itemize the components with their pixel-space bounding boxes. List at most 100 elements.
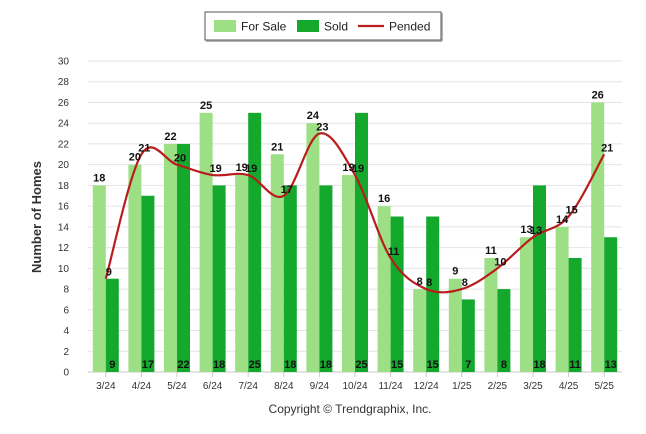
y-tick-label: 4 [63,326,69,337]
legend-label: Pended [389,20,430,34]
x-tick-label: 4/25 [559,381,579,392]
pended-value-label: 13 [530,225,542,237]
sold-value-label: 7 [465,359,471,371]
x-tick-label: 5/24 [167,381,187,392]
for-sale-bar [448,278,462,372]
y-tick-label: 24 [58,119,70,130]
pended-value-label: 11 [388,246,400,258]
x-tick-label: 2/25 [488,381,508,392]
x-tick-label: 5/25 [594,381,614,392]
for-sale-value-label: 20 [129,152,141,164]
sold-bar [568,257,582,372]
sold-bar [390,216,404,372]
legend: For Sale Sold Pended [204,11,443,42]
y-tick-label: 14 [58,222,70,233]
pended-series-line [104,132,606,294]
y-tick-label: 22 [58,139,70,150]
for-sale-value-label: 25 [200,100,212,112]
y-tick-label: 12 [58,243,70,254]
y-tick-label: 10 [58,264,70,275]
for-sale-bar [235,175,249,372]
for-sale-bar [484,257,498,372]
pended-value-label: 19 [245,163,257,175]
pended-value-label: 19 [209,163,221,175]
y-tick-label: 8 [63,285,69,296]
for-sale-value-label: 22 [164,131,176,143]
y-tick-label: 26 [58,98,70,109]
y-tick-label: 6 [63,305,69,316]
pended-value-label: 20 [174,153,186,165]
x-tick-label: 10/24 [342,381,367,392]
x-tick-label: 4/24 [132,381,152,392]
sold-value-label: 18 [284,359,296,371]
sold-value-label: 25 [249,359,261,371]
x-tick-label: 8/24 [274,381,294,392]
sold-bar [461,299,475,372]
sold-bar [604,237,618,372]
sold-bar [177,143,190,372]
y-tick-label: 28 [58,77,70,88]
for-sale-value-label: 24 [307,110,320,122]
pended-value-label: 8 [462,277,468,289]
for-sale-value-label: 19 [342,162,354,174]
for-sale-value-label: 21 [271,141,283,153]
for-sale-bar [377,206,391,372]
sold-bar [212,185,226,372]
sold-value-label: 22 [177,359,189,371]
legend-swatch-sold [297,20,319,32]
sold-value-label: 8 [501,359,507,371]
copyright-text: Copyright © Trendgraphix, Inc. [269,402,432,416]
x-tick-label: 6/24 [203,381,223,392]
y-tick-label: 16 [58,202,70,213]
for-sale-bar [413,289,427,372]
for-sale-value-label: 18 [93,172,105,184]
sold-value-label: 15 [427,359,439,371]
y-tick-label: 2 [63,347,69,358]
x-tick-label: 3/24 [96,381,116,392]
legend-label: For Sale [241,20,287,34]
x-axis: 3/24 4/24 5/24 6/24 7/24 8/24 9/24 10/24 11/24 12… [96,372,614,392]
for-sale-bar [342,175,355,372]
x-tick-label: 9/24 [310,381,330,392]
bars [92,102,618,372]
y-tick-label: 18 [58,181,70,192]
sold-value-label: 9 [109,359,115,371]
sold-bar [283,185,297,372]
for-sale-bar [591,102,605,372]
pended-value-label: 10 [494,256,506,268]
sold-bar [355,112,368,372]
pended-value-label: 9 [106,267,112,279]
sold-value-label: 18 [533,359,545,371]
pended-line [104,132,606,294]
pended-value-label: 17 [281,184,293,196]
pended-value-label: 21 [601,142,613,154]
for-sale-value-label: 11 [485,245,497,257]
legend-frame [204,11,442,41]
sold-value-label: 25 [355,359,367,371]
pended-value-label: 21 [138,142,150,154]
y-tick-label: 30 [58,57,70,68]
sold-value-label: 15 [391,359,403,371]
for-sale-value-label: 26 [592,89,604,101]
x-tick-label: 1/25 [452,381,472,392]
for-sale-bar [555,226,569,372]
x-tick-label: 11/24 [378,381,403,392]
y-tick-label: 0 [63,368,69,379]
pended-value-label: 23 [316,122,328,134]
x-tick-label: 3/25 [523,381,543,392]
x-tick-label: 12/24 [414,381,439,392]
for-sale-value-label: 13 [520,224,532,236]
for-sale-bar [199,112,213,372]
x-tick-label: 7/24 [238,381,258,392]
sold-bar [141,195,155,372]
sold-bar [426,216,440,372]
for-sale-bar [128,164,142,372]
sold-bar [105,278,119,372]
sold-bar [319,185,333,372]
for-sale-value-label: 8 [417,276,423,288]
pended-value-label: 19 [352,163,364,175]
pended-value-label: 15 [565,205,577,217]
